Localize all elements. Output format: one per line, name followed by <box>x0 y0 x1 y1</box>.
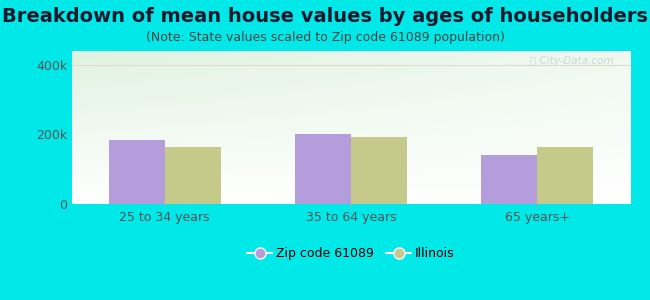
Text: Breakdown of mean house values by ages of householders: Breakdown of mean house values by ages o… <box>2 8 648 26</box>
Bar <box>164 147 220 204</box>
Bar <box>351 137 407 204</box>
Bar <box>482 155 538 204</box>
Bar <box>295 134 351 204</box>
Text: Ⓣ City-Data.com: Ⓣ City-Data.com <box>530 56 614 66</box>
Bar <box>109 140 164 204</box>
Text: (Note: State values scaled to Zip code 61089 population): (Note: State values scaled to Zip code 6… <box>146 32 504 44</box>
Legend: Zip code 61089, Illinois: Zip code 61089, Illinois <box>242 242 460 265</box>
Bar <box>538 147 593 204</box>
